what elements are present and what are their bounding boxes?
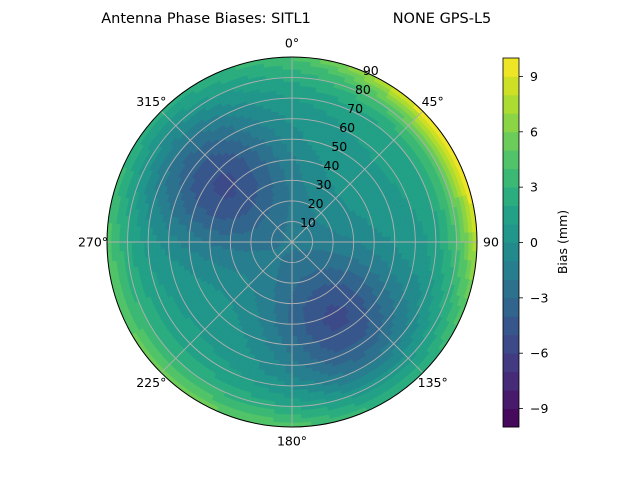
- chart-subtitle: NONE GPS-L5: [393, 11, 492, 27]
- bias-contour-field: [107, 57, 477, 427]
- contour-cell: [472, 232, 477, 244]
- chart-title: Antenna Phase Biases: SITL1: [101, 11, 311, 27]
